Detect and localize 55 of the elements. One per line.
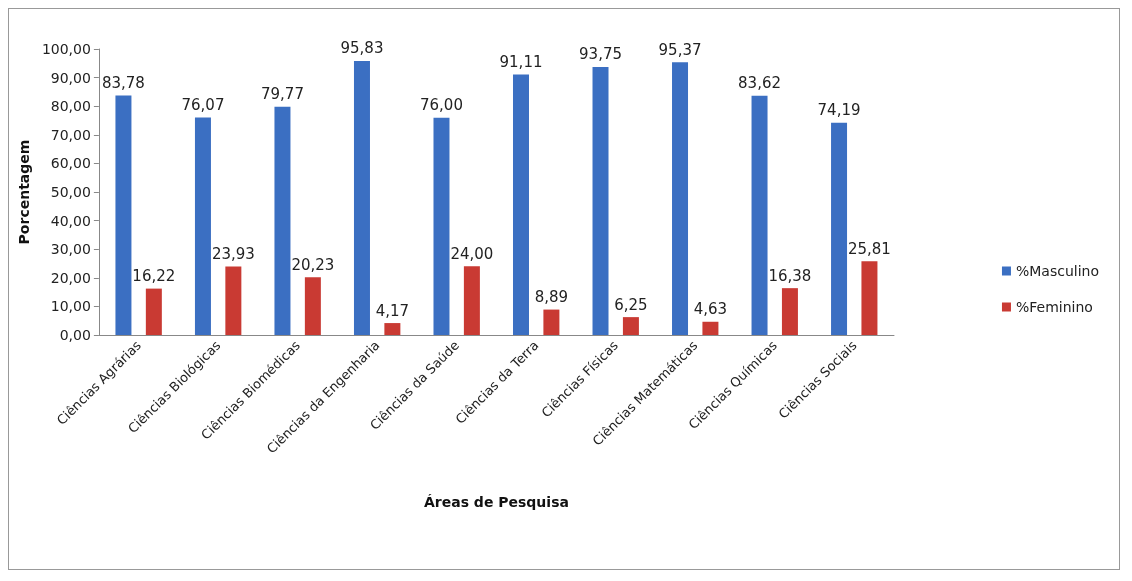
bar (115, 95, 132, 335)
y-tick-label: 60,00 (50, 155, 91, 172)
data-label: 76,07 (181, 95, 225, 114)
bar (274, 106, 291, 335)
bar (543, 309, 560, 335)
bar (781, 288, 798, 335)
y-tick-label: 10,00 (50, 298, 91, 315)
data-label: 4,63 (693, 300, 728, 319)
data-label: 79,77 (260, 85, 304, 104)
bar (751, 95, 768, 335)
y-tick-label: 90,00 (50, 69, 91, 86)
bar (622, 317, 639, 335)
data-label: 6,25 (614, 295, 648, 314)
data-label: 20,23 (291, 255, 335, 274)
data-label: 24,00 (450, 244, 494, 263)
data-label: 74,19 (817, 101, 861, 120)
bar (225, 266, 242, 335)
data-label: 95,83 (340, 39, 384, 58)
bar (433, 117, 450, 335)
bar (304, 277, 321, 335)
bar (353, 60, 370, 335)
bar (702, 321, 719, 335)
y-tick-label: 100,00 (41, 41, 91, 57)
data-label: 83,62 (738, 74, 782, 93)
bar (145, 288, 162, 335)
data-label: 16,38 (768, 266, 812, 285)
x-axis-title: Áreas de Pesquisa (423, 494, 569, 510)
data-label: 25,81 (847, 239, 891, 258)
data-label: 23,93 (211, 245, 255, 264)
y-tick-label: 80,00 (50, 98, 91, 115)
bar (463, 266, 480, 335)
y-axis-title: Porcentagem (16, 139, 32, 245)
bar (384, 323, 401, 335)
bar (861, 261, 878, 335)
bar (592, 66, 609, 335)
data-label: 16,22 (132, 267, 176, 286)
data-label: 8,89 (534, 288, 569, 307)
bar (672, 62, 689, 335)
legend-label: %Feminino (1015, 299, 1093, 315)
bar (831, 122, 848, 335)
y-tick-label: 30,00 (50, 241, 91, 258)
y-tick-label: 70,00 (50, 126, 91, 143)
y-tick-label: 50,00 (50, 184, 91, 200)
data-label: 91,11 (499, 52, 543, 71)
data-label: 93,75 (579, 45, 622, 64)
data-label: 95,37 (658, 40, 702, 59)
bar (194, 117, 211, 335)
data-label: 4,17 (375, 301, 410, 320)
data-label: 83,78 (101, 73, 145, 92)
y-tick-label: 40,00 (50, 212, 91, 229)
bar (513, 74, 529, 335)
legend-label: %Masculino (1015, 263, 1099, 279)
y-tick-label: 0,00 (59, 327, 91, 343)
y-tick-label: 20,00 (50, 269, 91, 286)
data-label: 76,00 (420, 96, 463, 115)
